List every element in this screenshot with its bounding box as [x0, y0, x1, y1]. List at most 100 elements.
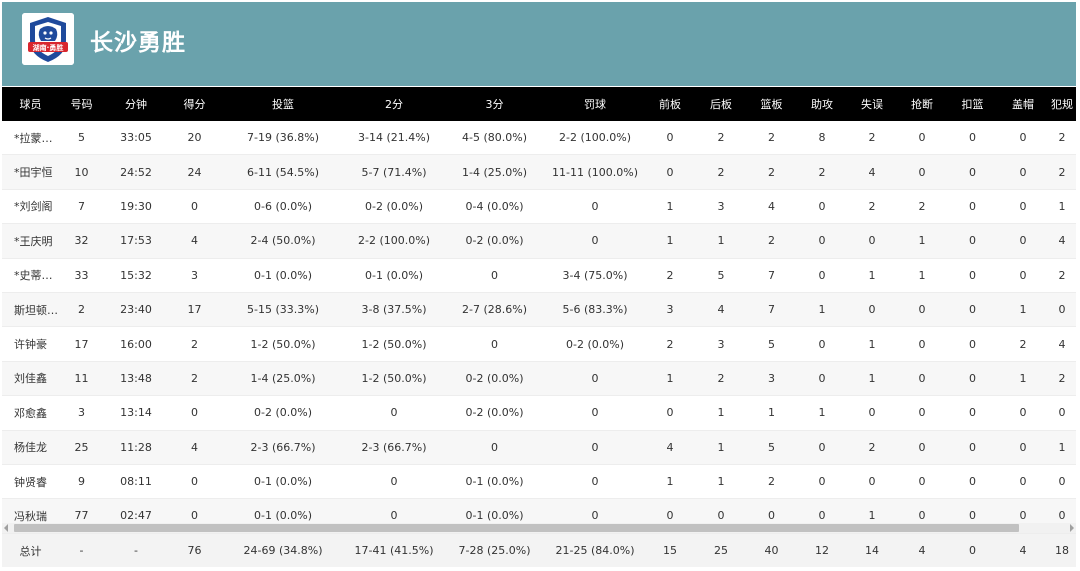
column-header[interactable]: 投篮: [221, 87, 345, 121]
stat-cell: 0: [947, 395, 998, 431]
stat-cell: 15:32: [104, 258, 168, 293]
stat-cell: 2: [1048, 361, 1076, 397]
stat-cell: 0: [947, 189, 998, 225]
table-row[interactable]: *拉蒙… 5 33:05 20 7-19 (36.8%) 3-14 (21.4%) 4-5 …: [2, 121, 1076, 156]
totals-cell: 4: [897, 534, 947, 567]
stat-cell: 0: [1048, 464, 1076, 500]
stat-cell: 1: [644, 361, 696, 397]
table-row[interactable]: 斯坦顿… 2 23:40 17 5-15 (33.3%) 3-8 (37.5%) 2-7 (…: [2, 292, 1076, 328]
stat-cell: 5: [696, 258, 746, 293]
totals-cell: -: [59, 534, 104, 567]
stat-cell: 0: [546, 395, 644, 431]
stat-cell: 1: [847, 326, 897, 362]
stat-cell: 0: [897, 361, 947, 397]
stat-cell: 0: [947, 292, 998, 328]
stat-cell: 0: [345, 464, 443, 500]
stat-cell: 2-2 (100.0%): [345, 223, 443, 259]
column-header[interactable]: 2分: [345, 87, 443, 121]
stat-cell: 0-2 (0.0%): [443, 395, 546, 431]
scroll-thumb[interactable]: [14, 524, 1019, 532]
stat-cell: 2: [746, 121, 797, 156]
player-name-cell: *刘剑阁: [2, 189, 59, 225]
scroll-left-arrow-icon[interactable]: [4, 524, 8, 532]
column-header[interactable]: 盖帽: [998, 87, 1048, 121]
stat-cell: 2: [696, 121, 746, 156]
column-header[interactable]: 分钟: [104, 87, 168, 121]
stat-cell: 1: [644, 223, 696, 259]
stat-cell: 0: [644, 154, 696, 190]
stat-cell: 24: [168, 154, 221, 190]
stat-cell: 11-11 (100.0%): [546, 154, 644, 190]
stat-cell: 1: [847, 258, 897, 293]
stat-cell: 0: [897, 395, 947, 431]
stat-cell: 0: [897, 464, 947, 500]
column-header[interactable]: 扣篮: [947, 87, 998, 121]
stat-cell: 11: [59, 361, 104, 397]
stat-cell: 4-5 (80.0%): [443, 121, 546, 156]
stat-cell: 0: [998, 223, 1048, 259]
stat-cell: 4: [1048, 223, 1076, 259]
stat-cell: 7: [59, 189, 104, 225]
table-row[interactable]: 钟贤睿 9 08:11 0 0-1 (0.0%) 0 0-1 (0.0%) 0 1 1 2 0 0 0 0 0…: [2, 464, 1076, 500]
stat-cell: 0: [168, 189, 221, 225]
stat-cell: 17: [168, 292, 221, 328]
table-row[interactable]: 刘佳鑫 11 13:48 2 1-4 (25.0%) 1-2 (50.0%) 0-2 (0.…: [2, 361, 1076, 397]
stat-cell: 1-2 (50.0%): [345, 326, 443, 362]
stat-cell: 3: [168, 258, 221, 293]
column-header[interactable]: 球员: [2, 87, 59, 121]
stat-cell: 0: [546, 189, 644, 225]
column-header[interactable]: 号码: [59, 87, 104, 121]
stat-cell: 1: [897, 223, 947, 259]
column-header[interactable]: 得分: [168, 87, 221, 121]
stat-cell: 0: [947, 223, 998, 259]
column-header[interactable]: 前板: [644, 87, 696, 121]
stat-cell: 0: [797, 223, 847, 259]
stat-cell: 25: [59, 430, 104, 465]
table-row[interactable]: *田宇恒 10 24:52 24 6-11 (54.5%) 5-7 (71.4%) 1-4 …: [2, 154, 1076, 190]
column-header[interactable]: 助攻: [797, 87, 847, 121]
stat-cell: 0: [998, 430, 1048, 465]
column-header[interactable]: 罚球: [546, 87, 644, 121]
column-header[interactable]: 抢断: [897, 87, 947, 121]
stat-cell: 0: [797, 258, 847, 293]
horizontal-scrollbar[interactable]: [2, 523, 1076, 533]
table-row[interactable]: 杨佳龙 25 11:28 4 2-3 (66.7%) 2-3 (66.7%) 0 0 4 1 5 0 2…: [2, 430, 1076, 465]
stat-cell: 13:14: [104, 395, 168, 431]
column-header[interactable]: 犯规: [1048, 87, 1076, 121]
stat-cell: 11:28: [104, 430, 168, 465]
stat-cell: 3: [696, 189, 746, 225]
stat-cell: 6-11 (54.5%): [221, 154, 345, 190]
stat-cell: 0: [897, 121, 947, 156]
table-row[interactable]: 邓愈鑫 3 13:14 0 0-2 (0.0%) 0 0-2 (0.0%) 0 0 1 1 1 0 0 0 0…: [2, 395, 1076, 431]
column-header[interactable]: 篮板: [746, 87, 797, 121]
table-row[interactable]: 许钟豪 17 16:00 2 1-2 (50.0%) 1-2 (50.0%) 0 0-2 (0…: [2, 326, 1076, 362]
table-row[interactable]: *史蒂芬… 33 15:32 3 0-1 (0.0%) 0-1 (0.0%) 0 3-4 (7…: [2, 258, 1076, 293]
totals-cell: 21-25 (84.0%): [546, 534, 644, 567]
stat-cell: 0: [546, 430, 644, 465]
table-row[interactable]: *王庆明 32 17:53 4 2-4 (50.0%) 2-2 (100.0%) 0-2 (…: [2, 223, 1076, 259]
totals-cell: 14: [847, 534, 897, 567]
stat-cell: 1: [644, 464, 696, 500]
table-row[interactable]: *刘剑阁 7 19:30 0 0-6 (0.0%) 0-2 (0.0%) 0-4 (0.0%…: [2, 189, 1076, 225]
table-header-row: 球员 号码 分钟 得分 投篮 2分 3分 罚球 前板 后板 篮板 助攻 失误 抢断 扣篮 盖帽 犯规: [2, 87, 1076, 121]
totals-cell: 24-69 (34.8%): [221, 534, 345, 567]
stat-cell: 0: [897, 326, 947, 362]
totals-cell: 17-41 (41.5%): [345, 534, 443, 567]
player-name-cell: 杨佳龙: [2, 430, 59, 465]
column-header[interactable]: 后板: [696, 87, 746, 121]
stat-cell: 7: [746, 258, 797, 293]
column-header[interactable]: 3分: [443, 87, 546, 121]
scroll-right-arrow-icon[interactable]: [1070, 524, 1074, 532]
stat-cell: 0: [546, 223, 644, 259]
stat-cell: 0-2 (0.0%): [345, 189, 443, 225]
stat-cell: 0: [546, 464, 644, 500]
stat-cell: 2: [998, 326, 1048, 362]
box-score-table: 球员 号码 分钟 得分 投篮 2分 3分 罚球 前板 后板 篮板 助攻 失误 抢断 扣篮 盖帽 犯规 *拉蒙… 5…: [2, 87, 1076, 534]
stat-cell: 0: [797, 430, 847, 465]
stat-cell: 5-6 (83.3%): [546, 292, 644, 328]
stat-cell: 0: [947, 464, 998, 500]
stat-cell: 24:52: [104, 154, 168, 190]
column-header[interactable]: 失误: [847, 87, 897, 121]
stat-cell: 5: [59, 121, 104, 156]
stat-cell: 1: [696, 430, 746, 465]
